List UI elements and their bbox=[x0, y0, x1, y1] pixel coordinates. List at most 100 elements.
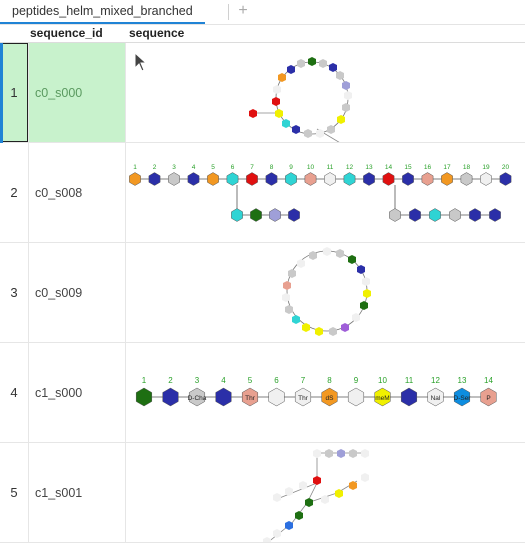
row-number[interactable]: 3 bbox=[10, 285, 18, 300]
monomer-hexagon bbox=[363, 172, 375, 186]
monomer-position-label: 13 bbox=[365, 164, 373, 171]
monomer-position-label: 9 bbox=[354, 376, 359, 385]
peptide-branched-diagram bbox=[263, 449, 369, 542]
monomer-position-label: 5 bbox=[248, 376, 253, 385]
monomer-hexagon bbox=[347, 387, 365, 407]
monomer-position-label: 12 bbox=[346, 164, 354, 171]
monomer-hexagon bbox=[188, 387, 206, 407]
monomer-position-label: 7 bbox=[301, 376, 306, 385]
monomer-position-label: 11 bbox=[327, 164, 334, 171]
monomer-hexagon bbox=[324, 172, 336, 186]
monomer-position-label: 8 bbox=[327, 376, 332, 385]
monomer-label: D-Cha bbox=[188, 395, 207, 402]
monomer-position-label: 11 bbox=[405, 376, 414, 385]
monomer-position-label: 1 bbox=[142, 376, 147, 385]
monomer-hexagon bbox=[427, 387, 444, 407]
column-header-sequence[interactable]: sequence bbox=[129, 26, 185, 40]
row-number[interactable]: 4 bbox=[10, 385, 18, 400]
tab-peptides-helm-mixed-branched[interactable]: peptides_helm_mixed_branched bbox=[0, 0, 205, 24]
sequence-cell[interactable] bbox=[127, 43, 525, 142]
monomer-hexagon bbox=[453, 387, 471, 407]
monomer-position-label: 19 bbox=[482, 164, 490, 171]
sequence-id-cell[interactable]: c1_s001 bbox=[28, 443, 126, 542]
monomer-hexagon bbox=[268, 387, 285, 407]
monomer-hexagon bbox=[215, 387, 232, 407]
table-row[interactable]: 2 c0_s008 1 2 3 4 5 6 7 8 9 10 11 12 13 14 15 16 17 18 19 2… bbox=[0, 143, 525, 243]
monomer-hexagon bbox=[148, 172, 161, 186]
monomer-position-label: 4 bbox=[192, 164, 196, 171]
table-row[interactable]: 1 c0_s000 bbox=[0, 43, 525, 143]
monomer-hexagon bbox=[499, 172, 512, 186]
monomer-hexagon bbox=[480, 387, 497, 407]
monomer-position-label: 1 bbox=[133, 164, 137, 171]
monomer-hexagon bbox=[382, 172, 395, 186]
monomer-label: Nal bbox=[431, 395, 441, 402]
sequence-cell[interactable]: 1 2 3 4 5 6 7 8 9 10 11 12 13 14 15 16 17 18 19 20 bbox=[127, 143, 525, 242]
monomer-position-label: 3 bbox=[195, 376, 200, 385]
peptide-ring-diagram bbox=[249, 57, 352, 142]
peptide-ring-diagram bbox=[282, 247, 371, 336]
monomer-position-label: 15 bbox=[404, 164, 412, 171]
monomer-label: dS bbox=[326, 395, 335, 402]
monomer-hexagon bbox=[441, 172, 453, 186]
monomer-position-label: 17 bbox=[443, 164, 451, 171]
monomer-hexagon bbox=[207, 172, 219, 186]
branch-monomer-hexagon bbox=[469, 208, 481, 222]
monomer-position-label: 4 bbox=[221, 376, 226, 385]
monomer-position-label: 7 bbox=[250, 164, 254, 171]
table-row[interactable]: 3 c0_s009 bbox=[0, 243, 525, 343]
monomer-hexagon bbox=[402, 172, 414, 186]
branch-monomer-hexagon bbox=[489, 208, 501, 222]
monomer-position-label: 9 bbox=[289, 164, 293, 171]
monomer-position-label: 8 bbox=[270, 164, 274, 171]
monomer-hexagon bbox=[187, 172, 200, 186]
sequence-id-cell[interactable]: c1_s000 bbox=[28, 343, 126, 442]
monomer-position-label: 5 bbox=[211, 164, 215, 171]
monomer-position-label: 12 bbox=[431, 376, 440, 385]
sequence-id-cell[interactable]: c0_s008 bbox=[28, 143, 126, 242]
monomer-label: Thr bbox=[245, 395, 256, 402]
monomer-hexagon bbox=[241, 387, 259, 407]
monomer-position-label: 2 bbox=[153, 164, 157, 171]
monomer-hexagon bbox=[480, 172, 492, 186]
tab-label: peptides_helm_mixed_branched bbox=[12, 4, 193, 18]
branch-monomer-hexagon bbox=[389, 208, 401, 222]
branch-monomers bbox=[263, 449, 369, 542]
monomer-hexagon bbox=[265, 172, 278, 186]
column-header-sequence-id[interactable]: sequence_id bbox=[30, 26, 103, 40]
add-tab-button[interactable]: + bbox=[238, 2, 248, 19]
monomer-hexagon bbox=[460, 172, 473, 186]
sequence-id-cell[interactable]: c0_s009 bbox=[28, 243, 126, 342]
branch-monomer-hexagon bbox=[409, 208, 421, 222]
monomer-hexagon bbox=[321, 387, 338, 407]
table-row[interactable]: 5 c1_s001 bbox=[0, 443, 525, 543]
table-row[interactable]: 4 c1_s000 1 2 3 D-Cha 4 5 Thr 6 7 Thr 8 dS 9 10 meM 11 1… bbox=[0, 343, 525, 443]
mouse-cursor-icon bbox=[134, 52, 148, 72]
sequence-cell[interactable]: 1 2 3 D-Cha 4 5 Thr 6 7 Thr 8 dS 9 10 meM 11 12 Nal 13 D-Se… bbox=[127, 343, 525, 442]
branch-monomer-hexagon bbox=[288, 208, 300, 222]
sequence-id-cell[interactable]: c0_s000 bbox=[28, 43, 126, 142]
ring-monomers bbox=[282, 247, 371, 336]
sequence-cell[interactable] bbox=[127, 443, 525, 542]
monomer-position-label: 10 bbox=[307, 164, 315, 171]
monomer-position-label: 6 bbox=[274, 376, 279, 385]
monomer-label: Thr bbox=[298, 395, 309, 402]
row-number[interactable]: 5 bbox=[10, 485, 18, 500]
monomer-hexagon bbox=[343, 172, 356, 186]
branch-monomer-hexagon bbox=[429, 208, 441, 222]
monomer-position-label: 2 bbox=[168, 376, 173, 385]
monomer-hexagon bbox=[304, 172, 317, 186]
monomer-position-label: 13 bbox=[458, 376, 467, 385]
monomer-position-label: 3 bbox=[172, 164, 176, 171]
monomer-hexagon bbox=[168, 172, 180, 186]
tab-bar: peptides_helm_mixed_branched + bbox=[0, 0, 525, 25]
sequence-cell[interactable] bbox=[127, 243, 525, 342]
row-number[interactable]: 2 bbox=[10, 185, 18, 200]
monomer-hexagon bbox=[294, 387, 312, 407]
branch-monomer-hexagon bbox=[269, 208, 281, 222]
monomer-label: meM bbox=[375, 395, 389, 402]
monomer-position-label: 14 bbox=[484, 376, 493, 385]
monomer-label: P bbox=[486, 395, 490, 402]
row-number[interactable]: 1 bbox=[0, 43, 28, 143]
